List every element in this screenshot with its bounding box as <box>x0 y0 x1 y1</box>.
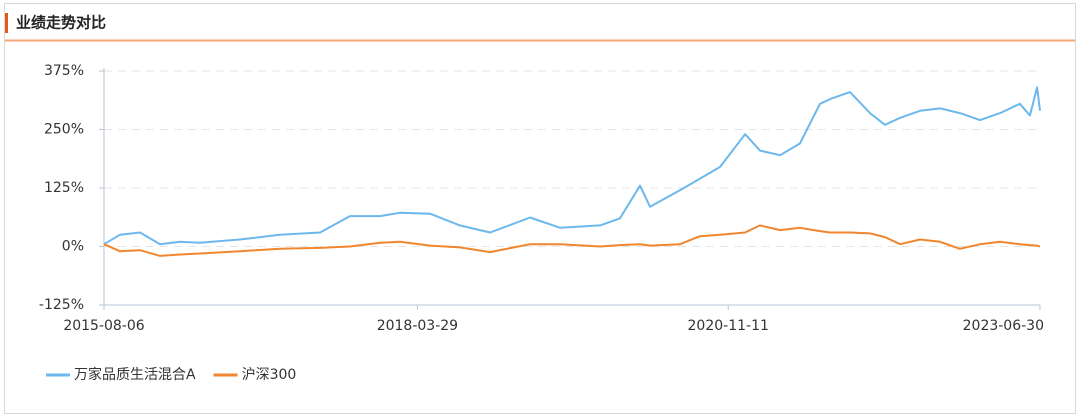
legend-label: 沪深300 <box>242 367 297 383</box>
panel-border <box>4 3 1076 414</box>
x-tick-label: 2020-11-11 <box>688 318 769 334</box>
legend: 万家品质生活混合A 沪深300 <box>46 366 296 383</box>
series-line <box>103 224 1041 257</box>
y-tick-label: 0% <box>62 239 84 255</box>
x-tick-label: 2023-06-30 <box>963 318 1044 334</box>
title-accent <box>5 13 8 33</box>
series-line <box>103 86 1041 246</box>
plot: -125% 0% 125% 250% 375% 2015-08-06 2018-03-29 2… <box>39 63 1044 334</box>
chart-title: 业绩走势对比 <box>16 14 106 32</box>
y-tick-label: 125% <box>44 180 84 196</box>
x-tick-label: 2018-03-29 <box>377 318 458 334</box>
legend-label: 万家品质生活混合A <box>74 366 196 383</box>
y-tick-label: 250% <box>44 122 84 138</box>
x-tick-label: 2015-08-06 <box>63 318 144 334</box>
y-tick-label: -125% <box>39 297 84 313</box>
y-tick-label: 375% <box>44 63 84 79</box>
